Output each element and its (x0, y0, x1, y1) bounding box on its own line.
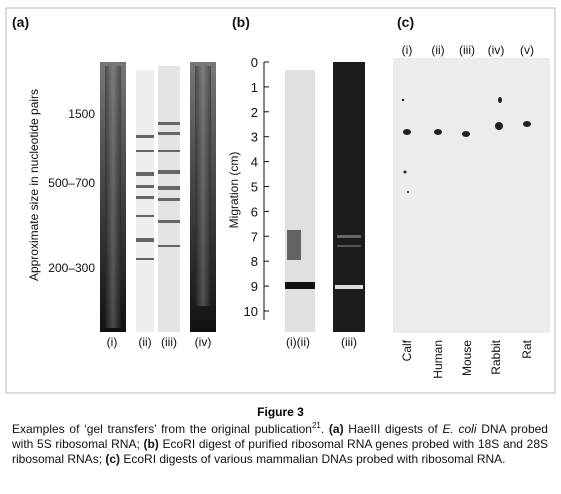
tick-label: 5 (251, 180, 258, 195)
panel-label: (c) (397, 14, 414, 30)
tick-label: 0 (251, 55, 258, 70)
figure-title: Figure 3 (257, 405, 304, 419)
lane-label: (i) (402, 43, 413, 57)
caption-panel: (c) (105, 452, 121, 466)
caption-text: EcoRI digest of purified ribosomal RNA g… (12, 437, 549, 466)
tick-label: 4 (251, 155, 258, 170)
figure: (a) Approximate size in nucleotide pairs… (5, 7, 556, 394)
panel-label: (b) (232, 14, 250, 30)
species-label: Rat (520, 339, 534, 358)
tick-label: 6 (251, 204, 258, 219)
tick-group: 0 1 2 3 4 5 6 7 8 9 10 (244, 55, 269, 319)
lane-label: (iv) (488, 43, 505, 57)
tick-label: 3 (251, 130, 258, 145)
lane-label: (iii) (459, 43, 475, 57)
lane-label: (ii) (431, 43, 444, 57)
figure-border (5, 7, 556, 394)
lane-group: (i) (ii) (iii) (iv) (v) Calf Human Mouse Rabbit R… (400, 43, 534, 379)
species-label: Calf (400, 339, 414, 361)
tick-label: 9 (251, 279, 258, 294)
gel-a (100, 62, 216, 332)
tick-label: 2 (251, 105, 258, 120)
caption-panel: (a) (328, 422, 344, 436)
lane-label: (i) (107, 335, 118, 349)
caption-text: . (320, 422, 329, 436)
caption-text: DNA probed with 5S ribosomal RNA; (12, 422, 548, 451)
species-label: Mouse (460, 340, 474, 376)
lane-label: (ii) (138, 335, 151, 349)
blot-spots (401, 97, 531, 193)
gel-b (285, 62, 365, 332)
panel-label: (a) (12, 14, 29, 30)
tick-label: 1 (251, 80, 258, 95)
lane-label: (iv) (195, 335, 212, 349)
lane-label: (i)(ii) (286, 335, 310, 349)
caption: Examples of ‘gel transfers’ from the ori… (12, 422, 548, 467)
caption-text: EcoRI digests of various mammalian DNAs … (120, 452, 506, 466)
axis-label: Approximate size in nucleotide pairs (27, 89, 41, 281)
lane-label: (v) (520, 43, 534, 57)
size-label: 1500 (68, 107, 95, 121)
species-label: Human (431, 340, 445, 379)
species-label: Rabbit (489, 339, 503, 374)
tick-label: 10 (244, 304, 258, 319)
axis-label: Migration (cm) (227, 152, 241, 229)
lane-label: (iii) (161, 335, 177, 349)
caption-panel: (b) (143, 437, 159, 451)
tick-label: 7 (251, 229, 258, 244)
lane-label: (iii) (341, 335, 357, 349)
tick-label: 8 (251, 254, 258, 269)
caption-text: Examples of ‘gel transfers’ from the ori… (12, 422, 312, 436)
citation: 21 (311, 421, 321, 430)
blot (393, 58, 550, 333)
caption-species: E. coli (442, 422, 477, 436)
size-label: 500–700 (48, 176, 95, 190)
size-label: 200–300 (48, 261, 95, 275)
caption-text: HaeIII digests of (343, 422, 443, 436)
